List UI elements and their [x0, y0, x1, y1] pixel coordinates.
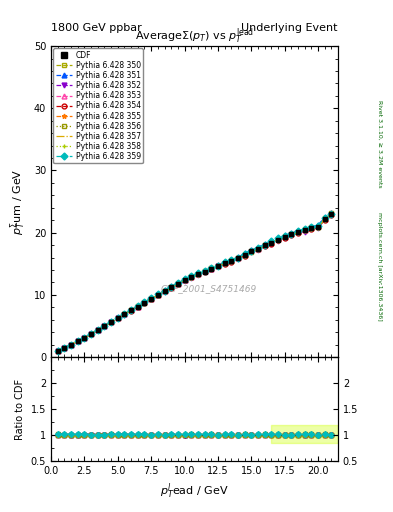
- Text: Underlying Event: Underlying Event: [241, 23, 338, 33]
- Legend: CDF, Pythia 6.428 350, Pythia 6.428 351, Pythia 6.428 352, Pythia 6.428 353, Pyt: CDF, Pythia 6.428 350, Pythia 6.428 351,…: [53, 48, 143, 163]
- Title: Average$\Sigma(p_T)$ vs $p_T^{\rm lead}$: Average$\Sigma(p_T)$ vs $p_T^{\rm lead}$: [135, 27, 254, 46]
- Text: Rivet 3.1.10, ≥ 3.2M events: Rivet 3.1.10, ≥ 3.2M events: [377, 99, 382, 187]
- Text: CDF_2001_S4751469: CDF_2001_S4751469: [161, 284, 257, 293]
- Text: 1800 GeV ppbar: 1800 GeV ppbar: [51, 23, 142, 33]
- X-axis label: $p_T^l$ead / GeV: $p_T^l$ead / GeV: [160, 481, 229, 501]
- Text: mcplots.cern.ch [arXiv:1306.3436]: mcplots.cern.ch [arXiv:1306.3436]: [377, 212, 382, 321]
- Y-axis label: Ratio to CDF: Ratio to CDF: [15, 378, 25, 439]
- Y-axis label: $p_T^{\Sigma}$um / GeV: $p_T^{\Sigma}$um / GeV: [9, 168, 28, 235]
